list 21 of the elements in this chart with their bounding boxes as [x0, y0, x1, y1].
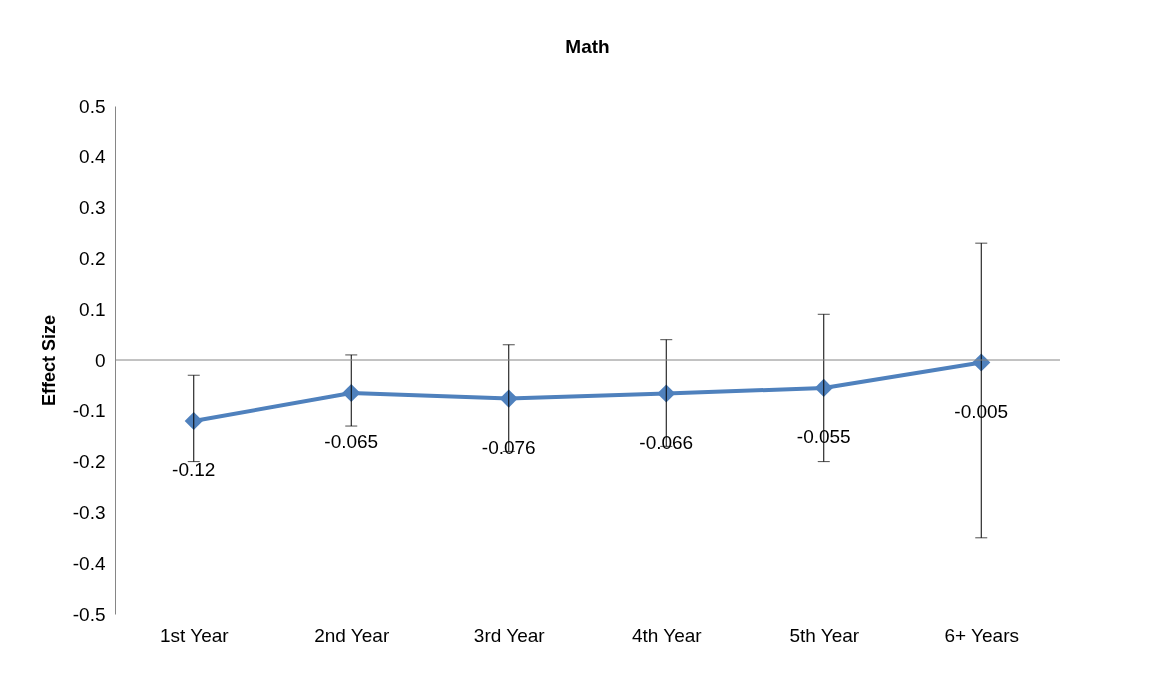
y-tick-label: -0.3	[72, 501, 106, 523]
data-label: -0.12	[172, 458, 216, 480]
x-tick-label: 1st Year	[159, 624, 230, 646]
y-tick-label: 0	[94, 349, 106, 371]
y-tick-label: -0.4	[72, 552, 106, 574]
chart-title: Math	[565, 36, 610, 57]
y-tick-label: -0.5	[72, 603, 106, 625]
y-tick-label: 0.2	[79, 247, 106, 269]
y-tick-label: 0.5	[79, 95, 106, 117]
data-label: -0.065	[324, 431, 379, 453]
y-tick-label: -0.1	[72, 400, 106, 422]
x-tick-label: 3rd Year	[473, 624, 546, 646]
y-axis-title: Effect Size	[38, 314, 59, 407]
x-tick-label: 6+ Years	[944, 624, 1019, 646]
x-tick-label: 4th Year	[631, 624, 703, 646]
x-tick-label: 5th Year	[789, 624, 860, 646]
y-tick-label: 0.4	[79, 146, 106, 168]
y-tick-label: 0.3	[79, 197, 106, 219]
x-tick-label: 2nd Year	[314, 624, 390, 646]
y-tick-label: 0.1	[79, 298, 106, 320]
y-tick-label: -0.2	[72, 451, 106, 473]
